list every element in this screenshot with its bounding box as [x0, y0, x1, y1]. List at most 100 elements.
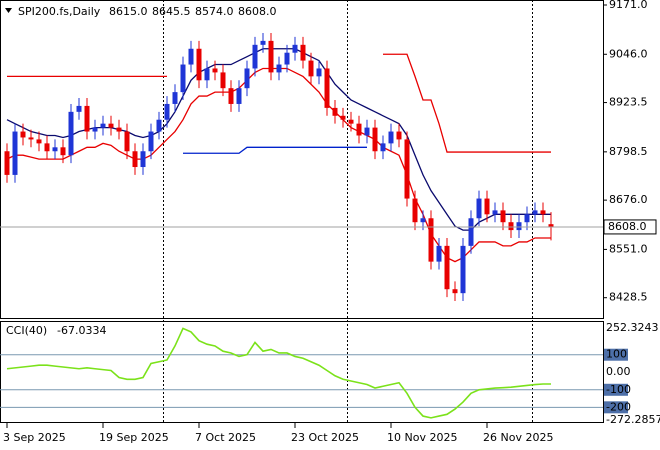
y-tick-label: -272.2857	[606, 413, 660, 426]
candle-body	[132, 151, 138, 168]
candle-body	[492, 210, 498, 215]
candle-body	[420, 218, 426, 223]
y-tick-label: 9046.0	[609, 47, 648, 60]
symbol-icon	[5, 8, 12, 13]
candle-body	[220, 72, 226, 89]
y-tick-label: -200	[606, 400, 631, 413]
price-tag-label: 8608.0	[608, 220, 647, 233]
candle-body	[188, 48, 194, 65]
level-box	[604, 348, 628, 361]
candle-body	[180, 64, 186, 93]
candle-body	[28, 137, 34, 140]
candle-body	[316, 68, 322, 77]
cci-title: CCI(40)	[6, 324, 47, 337]
y-tick-label: -100	[606, 383, 631, 396]
main-frame	[0, 0, 604, 319]
candle-body	[340, 115, 346, 120]
candle-body	[412, 198, 418, 223]
cci-frame	[0, 321, 604, 423]
candle-body	[308, 60, 314, 77]
candle-body	[36, 139, 42, 144]
candle-body	[300, 44, 306, 61]
candle-body	[396, 131, 402, 140]
candle-body	[148, 131, 154, 152]
x-tick-label: 3 Sep 2025	[3, 431, 66, 444]
candle-body	[172, 92, 178, 104]
candle-body	[76, 105, 82, 112]
candle-body	[260, 40, 266, 45]
candle-body	[444, 245, 450, 290]
chart-title: SPI200.fs,Daily	[18, 5, 101, 18]
candle-body	[140, 151, 146, 168]
candle-body	[364, 127, 370, 136]
x-tick-label: 19 Sep 2025	[99, 431, 169, 444]
candle-body	[332, 107, 338, 116]
price-tag	[603, 219, 657, 235]
candle-body	[20, 131, 26, 138]
low-label: 8574.0	[195, 5, 234, 18]
x-tick-label: 10 Nov 2025	[387, 431, 457, 444]
candle-body	[116, 127, 122, 132]
candle-body	[500, 210, 506, 223]
candle-body	[516, 222, 522, 231]
candle-body	[372, 127, 378, 152]
candle-body	[100, 123, 106, 128]
candle-body	[476, 198, 482, 219]
indicator-line	[383, 53, 551, 153]
candle-body	[292, 44, 298, 53]
y-tick-label: 8923.5	[609, 96, 648, 109]
candle-body	[156, 119, 162, 132]
candle-body	[540, 210, 546, 215]
candle-body	[532, 210, 538, 215]
candle-body	[324, 68, 330, 108]
y-tick-label: 252.3243	[606, 321, 659, 334]
cci-value: -67.0334	[57, 324, 106, 337]
candle-body	[92, 127, 98, 132]
candle-body	[524, 214, 530, 223]
candle-body	[84, 105, 90, 132]
candle-body	[228, 88, 234, 104]
candle-body	[460, 245, 466, 294]
candle-body	[108, 123, 114, 128]
candle-body	[68, 111, 74, 156]
candle-body	[284, 52, 290, 65]
candle-body	[484, 198, 490, 215]
y-tick-label: 8798.5	[609, 145, 648, 158]
candle-body	[4, 151, 10, 175]
candle-body	[212, 68, 218, 73]
y-tick-label: 100	[606, 348, 627, 361]
candle-body	[196, 48, 202, 81]
candle-body	[52, 147, 58, 152]
x-tick-label: 7 Oct 2025	[195, 431, 256, 444]
candle-body	[380, 143, 386, 152]
candle-body	[468, 218, 474, 246]
candle-body	[356, 123, 362, 136]
candle-body	[404, 139, 410, 199]
x-tick-label: 26 Nov 2025	[483, 431, 553, 444]
candle-body	[276, 64, 282, 73]
candle-body	[436, 245, 442, 262]
candle-body	[388, 131, 394, 144]
y-tick-label: 8428.5	[609, 291, 648, 304]
candle-body	[44, 143, 50, 152]
candle-body	[204, 68, 210, 81]
high-label: 8645.5	[152, 5, 191, 18]
candle-body	[244, 68, 250, 89]
candle-body	[236, 88, 242, 104]
indicator-line	[6, 48, 551, 231]
candle-body	[164, 103, 170, 120]
cci-line	[6, 327, 552, 419]
candle-body	[60, 147, 66, 156]
level-box	[604, 383, 628, 396]
indicator-line	[183, 146, 367, 154]
candle-body	[428, 218, 434, 262]
open-label: 8615.0	[109, 5, 148, 18]
y-tick-label: 0.00	[606, 365, 631, 378]
y-tick-label: 8551.0	[609, 242, 648, 255]
level-box	[604, 401, 628, 414]
candle-body	[252, 44, 258, 69]
candle-body	[452, 289, 458, 294]
